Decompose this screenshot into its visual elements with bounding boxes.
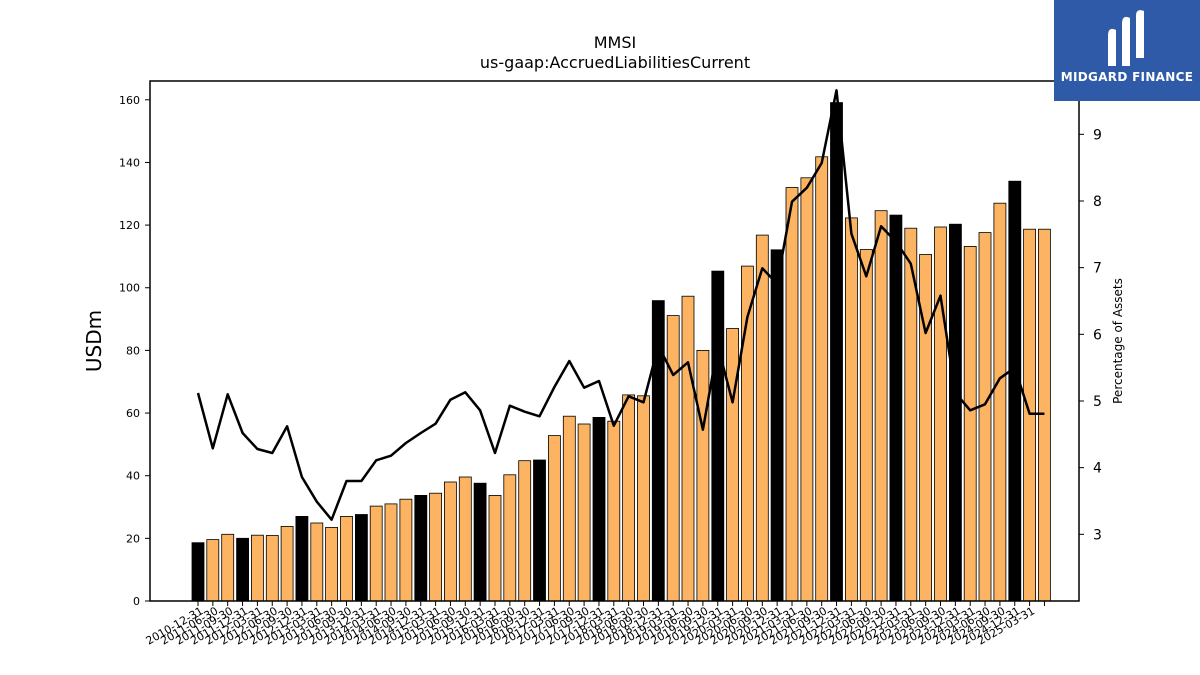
midgard-logo-icon [1108,10,1144,66]
bar [458,476,472,602]
bar [503,474,517,602]
bar [250,534,264,602]
y-tick-label: 160 [119,94,140,107]
bar [993,202,1007,602]
chart-title: MMSI [594,33,636,52]
bar [607,420,621,602]
bar [548,435,561,602]
bar [577,423,591,602]
bar [191,542,205,602]
y2-tick-label: 5 [1093,394,1102,410]
bar [354,514,368,602]
bar [978,232,992,602]
bar [770,249,784,602]
bar [830,102,843,602]
y2-tick-label: 9 [1093,127,1102,143]
bar [637,395,650,602]
bar [681,295,695,602]
bar [949,223,962,602]
bar [1038,228,1051,602]
bar [874,210,888,602]
series-line [196,89,1045,521]
y-tick-label: 40 [126,470,140,483]
bar [325,527,339,602]
bar [384,503,398,602]
bar [963,245,977,602]
y2-tick-label: 6 [1093,327,1102,343]
x-axis-ticks: 2010-12-312011-06-302011-09-302011-12-31… [144,601,1045,648]
logo-text: MIDGARD FINANCE [1060,70,1194,84]
y-tick-label: 0 [133,595,140,608]
bar [310,522,324,602]
bar [785,187,799,602]
y2-tick-label: 3 [1093,527,1102,543]
bar [845,217,858,602]
y2-tick-label: 7 [1093,261,1102,277]
y-tick-label: 120 [119,219,140,232]
y-axis-ticks: 0 20 40 60 80 100 120 140 160 [119,94,150,608]
bar [592,416,606,602]
bar [622,394,635,602]
bar [934,226,947,602]
bar [473,482,487,602]
bar [696,349,710,602]
bar [295,516,309,602]
bar [206,539,220,602]
bar [859,249,873,602]
bar [488,494,502,602]
bar [265,535,279,602]
y-tick-label: 100 [119,282,140,295]
y2-axis-ticks: 3 4 5 6 7 8 9 [1079,127,1102,543]
bar [562,415,576,602]
line-group [196,89,1045,521]
bar [221,533,235,602]
bar [711,270,725,602]
bar [280,526,294,602]
bar [889,214,903,602]
y-axis-label: USDm [82,310,106,372]
bar [369,505,383,602]
bar [726,328,739,602]
bar [800,177,814,602]
bar [399,498,413,602]
bar [429,492,443,602]
bar [666,315,680,602]
plot-frame [149,80,1080,602]
bar [414,494,428,602]
y-tick-label: 60 [126,407,140,420]
bar [340,516,353,602]
y-tick-label: 20 [126,532,140,545]
bar [443,481,457,602]
y2-tick-label: 8 [1093,194,1102,210]
y2-axis-label: Percentage of Assets [1111,278,1125,404]
midgard-finance-logo: MIDGARD FINANCE [1054,0,1200,101]
bar [815,156,829,602]
bar [919,254,932,602]
y-tick-label: 80 [126,344,140,357]
bar [1023,228,1036,602]
bar [1008,180,1022,602]
bars-group [191,102,1051,602]
y-tick-label: 140 [119,156,140,169]
chart-subtitle: us-gaap:AccruedLiabilitiesCurrent [480,53,750,72]
bar [518,460,532,602]
bar [755,234,769,602]
y2-tick-label: 4 [1093,461,1102,477]
bar [236,537,250,602]
bar [533,459,546,602]
